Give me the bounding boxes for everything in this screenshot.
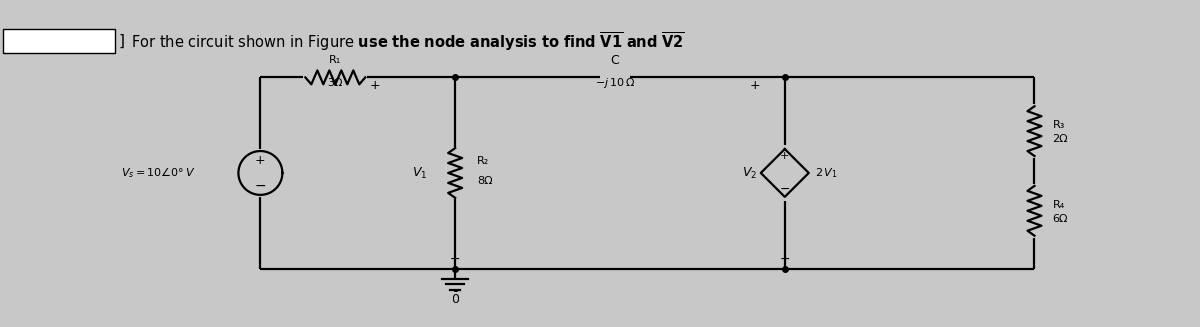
Text: 6Ω: 6Ω [1052,214,1068,224]
Text: $2\,V_1$: $2\,V_1$ [815,166,838,180]
Text: For the circuit shown in Figure $\mathbf{use\ the\ node\ analysis\ to\ find}$ $\: For the circuit shown in Figure $\mathbf… [131,30,684,53]
Text: +: + [256,153,265,166]
Text: R₄: R₄ [1052,200,1064,210]
Text: −: − [780,253,790,266]
Text: +: + [370,79,380,92]
Text: −: − [254,179,266,193]
Text: $-j\,10\,\Omega$: $-j\,10\,\Omega$ [595,76,635,90]
Text: R₃: R₃ [1052,120,1064,130]
Text: 3Ω: 3Ω [328,78,343,88]
Text: $V_s = 10\angle0°\,V$: $V_s = 10\angle0°\,V$ [121,165,196,181]
Text: +: + [780,151,790,161]
Text: $\bar{0}$: $\bar{0}$ [451,292,460,307]
Text: −: − [780,183,790,197]
Bar [2,28,114,54]
Text: 2Ω: 2Ω [1052,134,1068,144]
Text: ]: ] [119,34,125,49]
Text: $V_1$: $V_1$ [412,165,427,181]
Text: $V_2$: $V_2$ [742,165,757,181]
Text: 8Ω: 8Ω [478,176,493,186]
Text: R₁: R₁ [329,56,342,65]
Text: +: + [750,79,760,92]
Text: −: − [450,253,461,266]
Text: R₂: R₂ [478,156,490,166]
Text: C: C [611,54,619,67]
